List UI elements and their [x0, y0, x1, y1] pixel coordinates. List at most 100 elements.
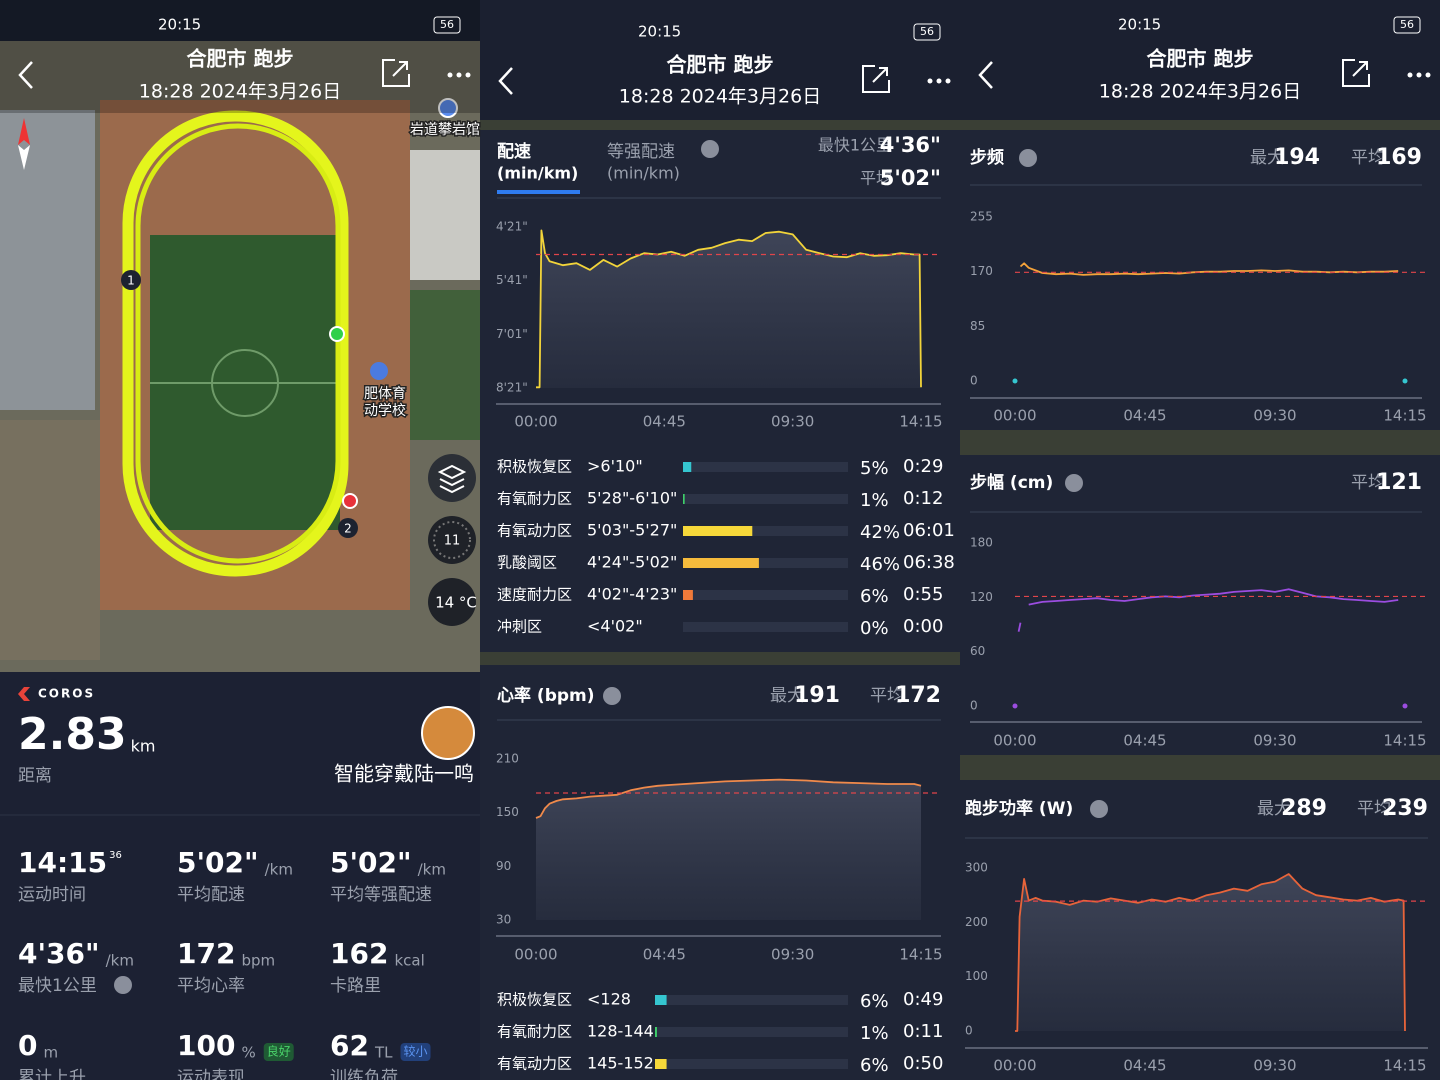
map: [0, 41, 480, 672]
max-value: 191: [794, 683, 840, 708]
stat-label: 平均心率: [177, 976, 245, 996]
more-button[interactable]: [927, 78, 933, 84]
zone-time: 0:50: [903, 1053, 943, 1074]
card-title: 步频: [970, 147, 1004, 168]
more-button[interactable]: [1425, 72, 1431, 78]
y-tick-label: 210: [496, 752, 519, 766]
status-bar: [0, 0, 480, 41]
more-button[interactable]: [465, 72, 471, 78]
zone-time: 0:12: [903, 488, 943, 509]
info-icon[interactable]: [114, 976, 132, 994]
back-button[interactable]: [18, 61, 33, 89]
stat-value: 0: [18, 1029, 37, 1062]
y-tick-label: 5'41": [496, 273, 528, 287]
zone-time: 0:29: [903, 456, 943, 477]
battery: [433, 16, 461, 34]
y-tick-label: 90: [496, 859, 511, 873]
header-datetime: 18:28 2024年3月26日: [139, 81, 341, 103]
data-point: [1012, 703, 1018, 709]
max-label: 最大: [1250, 148, 1284, 168]
map-place: 动学校: [364, 402, 406, 419]
more-button[interactable]: [936, 78, 942, 84]
stat-label: 平均等强配速: [330, 885, 432, 905]
brand: COROS: [38, 687, 95, 701]
stat-label: 最快1公里: [18, 976, 97, 996]
more-button[interactable]: [456, 72, 462, 78]
share-button[interactable]: [382, 59, 410, 87]
status-time: 20:15: [638, 23, 681, 41]
zone-time: 0:11: [903, 1021, 943, 1042]
x-tick-label: 00:00: [993, 407, 1036, 425]
compass-value: 11: [444, 534, 461, 549]
zone-range: 4'24"-5'02": [587, 553, 677, 572]
share-button[interactable]: [1342, 59, 1370, 87]
avg-label: 平均: [1351, 148, 1385, 168]
avg-label: 平均: [870, 686, 904, 706]
best-label: 最快1公里: [818, 136, 892, 155]
zone-range: 128-144: [587, 1022, 654, 1041]
avg-value: 239: [1382, 796, 1428, 821]
map-place: 岩道攀岩馆: [410, 122, 480, 138]
zone-range: <4'02": [587, 617, 643, 636]
more-button[interactable]: [447, 72, 453, 78]
info-icon[interactable]: [701, 140, 719, 158]
x-tick-label: 14:15: [1383, 1057, 1426, 1075]
distance-label: 距离: [18, 766, 52, 786]
more-button[interactable]: [945, 78, 951, 84]
more-button[interactable]: [1416, 72, 1422, 78]
data-point: [1402, 703, 1408, 709]
x-tick-label: 09:30: [771, 946, 814, 964]
y-tick-label: 60: [970, 644, 985, 658]
zone-bar: [683, 590, 693, 600]
zone-time: 06:38: [903, 552, 955, 573]
zone-track: [683, 558, 848, 568]
zone-name: 有氧耐力区: [497, 1023, 572, 1041]
avg-value: 121: [1376, 470, 1422, 495]
avg-label: 平均: [1357, 799, 1391, 819]
share-button[interactable]: [862, 65, 890, 93]
avg-label: 平均: [860, 169, 892, 188]
field: [410, 290, 480, 440]
zone-track: [655, 1027, 848, 1037]
summary-panel: [0, 672, 480, 1080]
zone-track: [655, 995, 848, 1005]
y-tick-label: 200: [965, 915, 988, 929]
stat-value: 4'36": [18, 937, 100, 970]
zone-percent: 6%: [860, 586, 889, 607]
line: [1028, 588, 1399, 606]
info-icon[interactable]: [1090, 800, 1108, 818]
y-tick-label: 0: [970, 699, 978, 713]
poi-pin: [370, 362, 388, 380]
x-tick-label: 00:00: [514, 946, 557, 964]
info-icon[interactable]: [603, 687, 621, 705]
building: [0, 420, 100, 660]
more-button[interactable]: [1407, 72, 1413, 78]
zone-bar: [683, 558, 759, 568]
y-tick-label: 30: [496, 913, 511, 927]
lap-marker: [338, 518, 358, 538]
poi-pin: [438, 98, 458, 118]
y-tick-label: 7'01": [496, 327, 528, 341]
back-button[interactable]: [978, 61, 993, 89]
zone-track: [683, 526, 848, 536]
zone-range: 4'02"-4'23": [587, 585, 677, 604]
info-icon[interactable]: [1065, 474, 1083, 492]
avatar[interactable]: [421, 706, 475, 760]
back-button[interactable]: [498, 67, 513, 95]
line: [1015, 873, 1406, 1032]
info-icon[interactable]: [1019, 149, 1037, 167]
max-value: 194: [1274, 145, 1320, 170]
x-tick-label: 14:15: [899, 413, 942, 431]
battery-level: 56: [1400, 18, 1414, 31]
stat-value: 5'02": [177, 846, 259, 879]
y-tick-label: 4'21": [496, 220, 528, 234]
card-title: 步幅 (cm): [970, 472, 1053, 493]
compass-widget: [428, 516, 476, 564]
x-tick-label: 09:30: [1253, 407, 1296, 425]
x-tick-label: 00:00: [514, 413, 557, 431]
stat-label: 平均配速: [177, 885, 245, 905]
avg-value: 169: [1376, 145, 1422, 170]
zone-range: 145-152: [587, 1054, 654, 1073]
header-title: 合肥市 跑步: [1147, 47, 1254, 71]
